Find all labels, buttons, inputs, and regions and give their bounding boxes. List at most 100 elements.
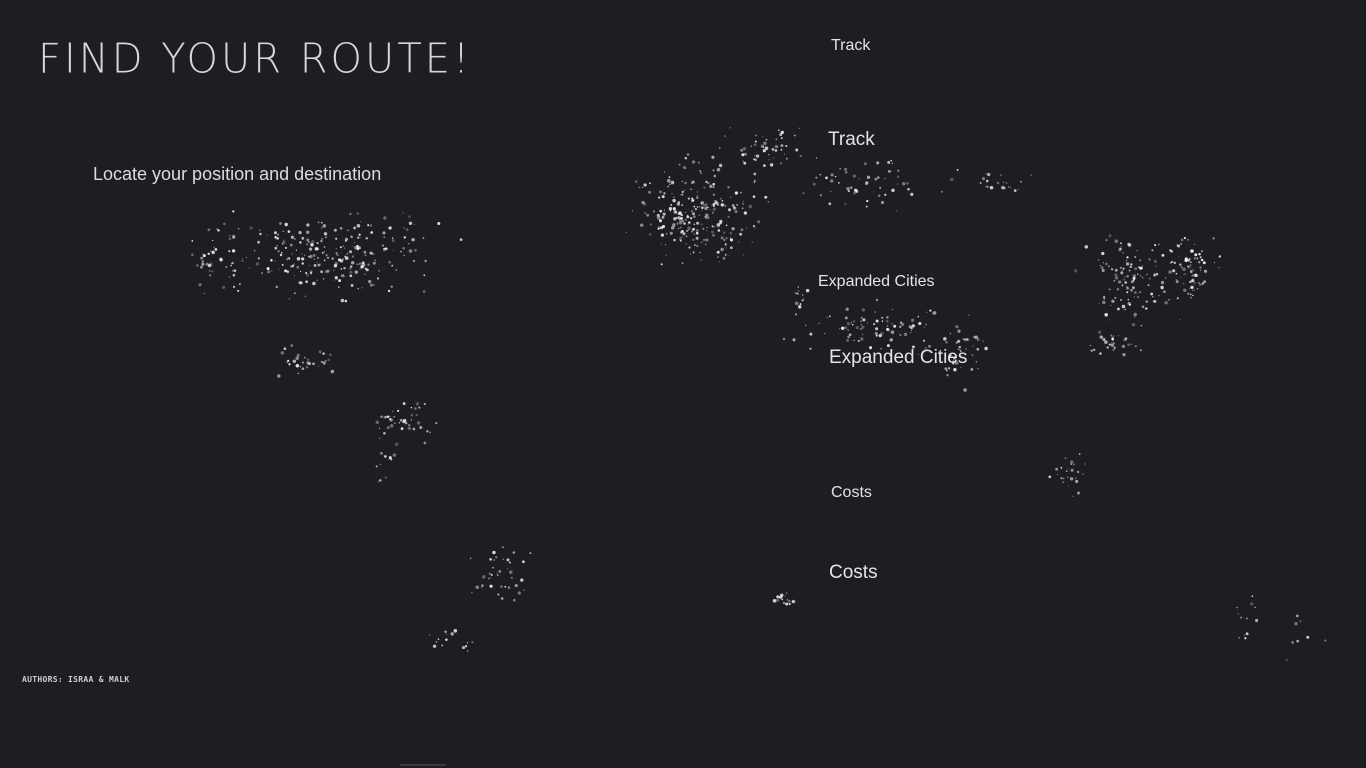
city-light-dot — [324, 270, 328, 274]
city-light-dot — [713, 200, 718, 204]
city-light-dot — [712, 207, 716, 211]
city-light-dot — [517, 591, 521, 595]
city-light-dot — [712, 203, 716, 206]
city-light-dot — [1145, 300, 1148, 303]
city-light-dot — [976, 338, 980, 342]
city-light-dot — [741, 153, 745, 157]
city-light-dot — [1153, 300, 1157, 303]
city-light-dot — [384, 476, 388, 479]
city-light-dot — [763, 164, 766, 167]
city-light-dot — [971, 354, 974, 357]
city-light-dot — [213, 246, 216, 249]
city-light-dot — [237, 289, 240, 292]
city-light-dot — [344, 299, 348, 303]
expanded-cities-label-large[interactable]: Expanded Cities — [829, 347, 968, 368]
city-light-dot — [423, 402, 426, 406]
city-light-dot — [679, 238, 682, 242]
city-light-dot — [663, 192, 666, 195]
city-light-dot — [394, 422, 396, 425]
city-light-dot — [313, 258, 316, 260]
track-label-large[interactable]: Track — [828, 129, 875, 150]
city-light-dot — [223, 222, 226, 226]
city-light-dot — [694, 244, 696, 247]
city-light-dot — [844, 170, 848, 174]
city-light-dot — [1194, 282, 1197, 284]
city-light-dot — [1114, 296, 1117, 299]
city-light-dot — [668, 176, 671, 179]
city-light-dot — [1114, 268, 1118, 272]
city-light-dot — [718, 261, 720, 263]
city-light-dot — [780, 593, 784, 597]
city-light-dot — [1125, 262, 1130, 266]
city-light-dot — [1250, 602, 1254, 606]
expanded-cities-label-small[interactable]: Expanded Cities — [818, 273, 935, 290]
city-light-dot — [1067, 484, 1069, 487]
city-light-dot — [349, 265, 353, 268]
city-light-dot — [865, 181, 869, 185]
track-label-small[interactable]: Track — [831, 37, 871, 54]
city-light-dot — [665, 232, 668, 235]
city-light-dot — [809, 347, 812, 350]
city-light-dot — [309, 254, 313, 259]
city-light-dot — [1013, 189, 1017, 192]
city-light-dot — [742, 254, 744, 256]
city-light-dot — [1111, 337, 1115, 341]
costs-label-small[interactable]: Costs — [831, 484, 872, 501]
city-light-dot — [723, 135, 726, 138]
city-light-dot — [1098, 259, 1100, 261]
city-light-dot — [700, 241, 703, 244]
city-light-dot — [767, 200, 770, 203]
city-light-dot — [682, 165, 686, 169]
city-light-dot — [690, 182, 693, 185]
city-light-dot — [202, 254, 206, 258]
city-light-dot — [955, 359, 957, 361]
city-light-dot — [529, 552, 532, 555]
city-light-dot — [676, 222, 679, 225]
city-light-dot — [763, 141, 767, 145]
city-light-dot — [670, 226, 675, 230]
city-light-dot — [1203, 269, 1208, 273]
city-light-dot — [1148, 258, 1151, 261]
city-light-dot — [408, 249, 413, 253]
city-light-dot — [1189, 261, 1192, 263]
city-light-dot — [970, 367, 974, 371]
city-light-dot — [805, 288, 810, 293]
city-light-dot — [780, 144, 784, 148]
city-light-dot — [345, 256, 349, 260]
city-light-dot — [351, 255, 354, 258]
city-light-dot — [500, 585, 503, 588]
city-light-dot — [724, 253, 727, 256]
city-light-dot — [1070, 463, 1073, 465]
city-light-dot — [1296, 639, 1300, 643]
city-light-dot — [378, 270, 380, 272]
city-light-dot — [1111, 268, 1113, 271]
city-light-dot — [690, 230, 694, 233]
city-light-dot — [625, 231, 628, 234]
city-light-dot — [1099, 264, 1101, 267]
city-light-dot — [1124, 308, 1126, 311]
city-light-dot — [257, 240, 261, 244]
city-light-dot — [384, 247, 388, 251]
city-light-dot — [305, 365, 309, 369]
city-light-dot — [502, 558, 504, 560]
city-light-dot — [1201, 282, 1204, 285]
city-light-dot — [683, 222, 686, 225]
city-light-dot — [1196, 257, 1199, 260]
city-light-dot — [415, 413, 418, 417]
city-light-dot — [203, 292, 205, 295]
city-light-dot — [960, 367, 962, 369]
city-light-dot — [1173, 261, 1176, 265]
costs-label-large[interactable]: Costs — [829, 562, 878, 583]
city-light-dot — [718, 163, 723, 168]
city-light-dot — [1119, 266, 1122, 269]
city-light-dot — [700, 259, 702, 262]
city-light-dot — [498, 569, 502, 573]
city-light-dot — [784, 595, 787, 597]
city-light-dot — [855, 326, 859, 330]
city-light-dot — [780, 137, 783, 140]
city-light-dot — [896, 175, 900, 178]
city-light-dot — [795, 292, 798, 294]
city-light-dot — [886, 324, 889, 327]
city-light-dot — [925, 323, 927, 326]
